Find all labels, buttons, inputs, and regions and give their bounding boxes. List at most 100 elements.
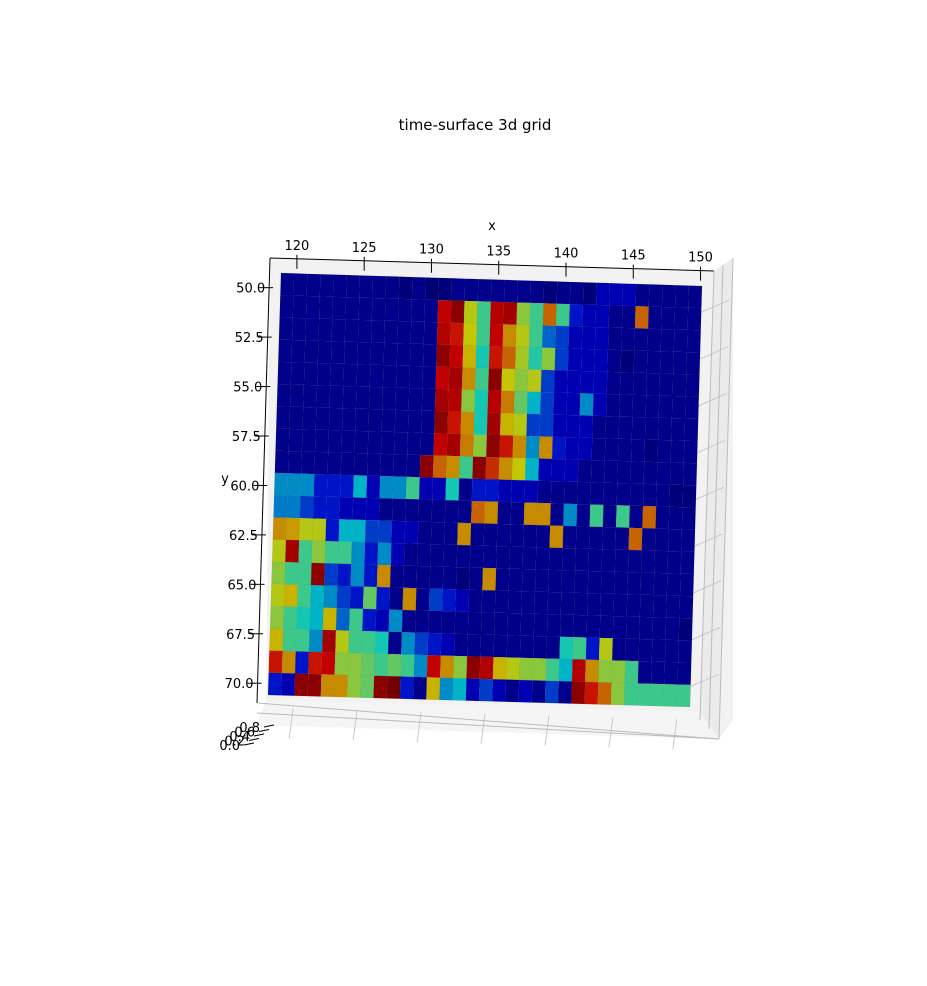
heatmap-cell [271,561,286,585]
heatmap-cell [541,347,556,371]
heatmap-cell [485,456,500,480]
heatmap-cell [427,632,442,656]
heatmap-cell [507,612,522,636]
heatmap-cell [348,608,364,632]
y-axis-line [256,257,271,704]
heatmap-cell [617,460,632,484]
heatmap-cell [288,428,303,452]
heatmap-cell [578,415,594,439]
x-axis-line [269,257,715,272]
heatmap-cell [625,638,640,662]
heatmap-cell [611,637,627,662]
heatmap-cell [337,541,353,565]
heatmap-cell [587,570,602,594]
heatmap-cell [330,340,346,365]
heatmap-cell [310,562,326,586]
heatmap-cell [403,543,418,567]
heatmap-cell [643,461,658,485]
heatmap-cell [489,301,505,325]
heatmap-cell [300,451,316,475]
heatmap-cell [316,384,331,409]
heatmap-cell [398,276,413,300]
heatmap-cell [442,566,457,590]
heatmap-cell [613,593,628,617]
heatmap-cell [650,683,665,707]
heatmap-cell [443,544,458,568]
heatmap-cell [615,504,631,529]
heatmap-cell [334,652,349,676]
heatmap-cell [397,320,412,344]
heatmap-cell [640,550,656,574]
heatmap-cell [350,563,365,587]
heatmap-cell [640,572,655,596]
heatmap-cell [580,348,596,372]
y-tick-label: 70.0 [225,677,254,692]
heatmap-cell [408,387,423,411]
heatmap-cell [673,329,688,353]
heatmap-cell [410,298,426,323]
heatmap-cell [406,432,422,456]
heatmap-cell [685,373,700,398]
heatmap-cell [556,281,571,305]
heatmap-cell [551,436,567,460]
heatmap-cell [387,631,403,655]
heatmap-cell [522,546,537,570]
heatmap-cell [668,506,683,530]
heatmap-cell [431,477,447,501]
heatmap-cell [419,454,434,478]
heatmap-cell [679,573,695,597]
heatmap-cell [657,439,672,463]
heatmap-cell [495,568,510,592]
heatmap-cell [507,590,523,614]
heatmap-cell [682,462,698,486]
heatmap-cell [418,499,433,523]
heatmap-cell [477,278,492,302]
heatmap-cell [460,411,475,435]
heatmap-cell [686,329,701,353]
heatmap-cell [356,363,371,388]
heatmap-cell [568,326,583,350]
heatmap-cell [620,349,635,373]
heatmap-cell [552,414,567,438]
heatmap-cell [417,521,432,545]
heatmap-cell [479,656,494,680]
heatmap-cell [677,662,692,686]
heatmap-cell [483,523,498,547]
heatmap-cell [379,475,394,499]
heatmap-cell [364,519,380,543]
heatmap-cell [686,351,701,375]
heatmap-cell [459,433,474,457]
heatmap-cell [503,301,518,325]
heatmap-cell [542,303,557,327]
heatmap-cell [683,440,698,464]
heatmap-cell [341,407,357,432]
side-grid-line [690,533,723,549]
heatmap-cell [550,480,565,504]
x-tick-label: 120 [284,239,309,254]
z-tick-label: 0.0 [219,739,240,754]
side-grid-line [688,580,722,596]
heatmap-cell [503,279,519,303]
x-tick-label: 140 [554,247,579,262]
heatmap-cell [603,482,618,506]
heatmap-cell [299,495,314,519]
heatmap-cell [565,414,580,438]
heatmap-cell [538,436,553,460]
heatmap-cell [285,539,300,563]
heatmap-cell [559,614,575,638]
heatmap-cell [576,481,592,505]
heatmap-cell [541,325,557,349]
heatmap-cell [400,631,416,655]
heatmap-cell [589,504,604,528]
heatmap-cell [425,677,441,701]
heatmap-cell [285,517,301,541]
heatmap-cell [377,520,393,544]
heatmap-cell [431,499,446,523]
heatmap-cell [329,385,344,409]
heatmap-cell [364,541,379,566]
heatmap-cell [563,481,579,505]
heatmap-cell [343,363,358,387]
heatmap-cell [358,297,373,321]
heatmap-cell [526,413,541,437]
heatmap-cell [418,476,434,501]
